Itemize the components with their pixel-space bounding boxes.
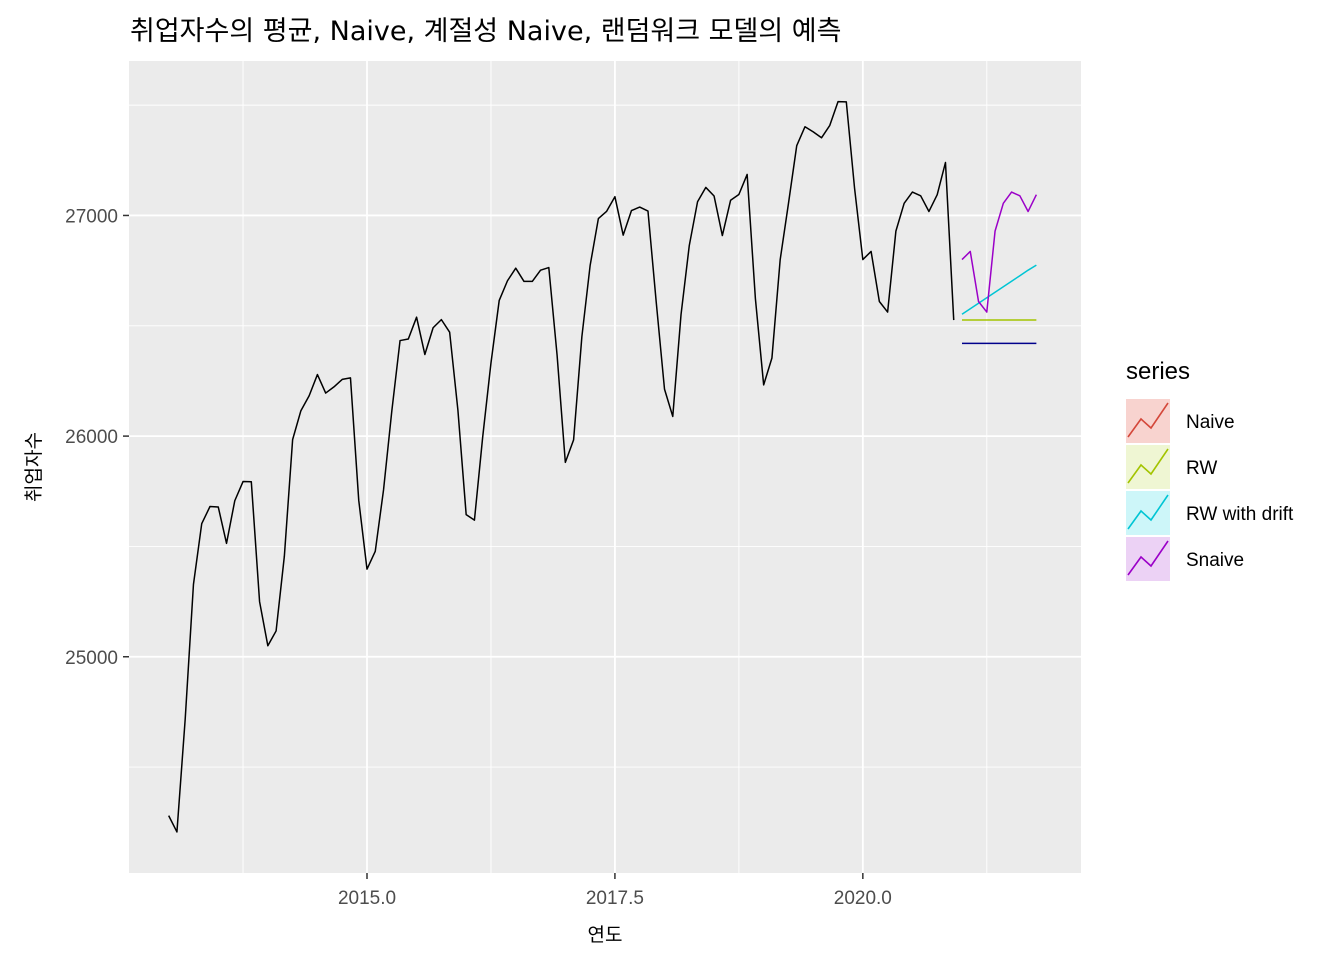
series-line-rw-with-drift	[961, 264, 1037, 315]
legend-label-naive: Naive	[1186, 412, 1235, 433]
legend-key-snaive	[1126, 537, 1170, 581]
major-gridlines	[129, 61, 1081, 873]
x-tick-label: 2015.0	[338, 888, 396, 909]
series-lines	[168, 100, 1038, 833]
chart-title: 취업자수의 평균, Naive, 계절성 Naive, 랜덤워크 모델의 예측	[130, 16, 841, 47]
legend: series Naive RW RW with drift Snaive	[1126, 358, 1294, 581]
legend-title: series	[1126, 358, 1190, 385]
legend-label-rw: RW	[1186, 458, 1217, 479]
legend-key-line-rw-with-drift	[1127, 494, 1169, 530]
x-tick-label: 2020.0	[834, 888, 892, 909]
x-axis-title: 연도	[588, 924, 623, 946]
observed-series-line	[168, 100, 955, 833]
legend-key-naive	[1126, 399, 1170, 443]
x-tick-label: 2017.5	[586, 888, 644, 909]
legend-key-rw	[1126, 445, 1170, 489]
y-tick-label: 27000	[65, 206, 118, 227]
legend-key-line-snaive	[1127, 540, 1169, 576]
y-axis-ticks: 25000 26000 27000	[65, 206, 129, 669]
legend-label-rw-with-drift: RW with drift	[1186, 504, 1294, 525]
legend-key-line-rw	[1127, 448, 1169, 484]
plot-panel	[129, 61, 1081, 873]
x-axis-ticks: 2015.0 2017.5 2020.0	[338, 873, 892, 909]
legend-label-snaive: Snaive	[1186, 550, 1244, 571]
y-tick-label: 25000	[65, 648, 118, 669]
y-tick-label: 26000	[65, 427, 118, 448]
minor-gridlines	[129, 61, 1081, 873]
legend-key-rw-with-drift	[1126, 491, 1170, 535]
legend-key-line-naive	[1127, 402, 1169, 438]
series-line-snaive	[961, 191, 1038, 313]
y-axis-title: 취업자수	[23, 432, 45, 502]
